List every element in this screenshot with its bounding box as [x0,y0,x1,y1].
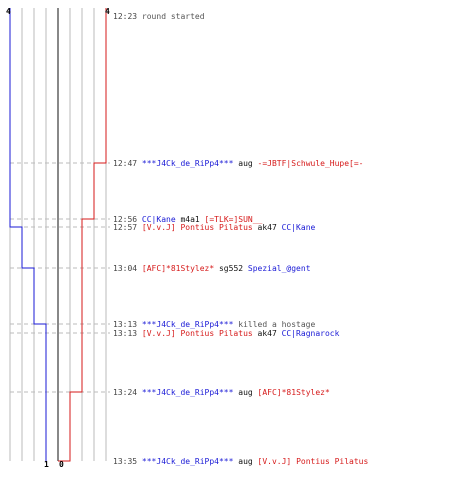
blue-player-name: ***J4Ck_de_RiPp4*** [141,159,234,168]
event-description: killed a hostage [233,320,316,329]
event-row: 12:57 [V.v.J] Pontius Pilatus ak47 CC|Ka… [113,223,315,232]
weapon-name: ak47 [252,223,282,232]
event-time: 13:24 [113,388,138,397]
blue-player-name: ***J4Ck_de_RiPp4*** [141,320,234,329]
red-team-alive-line [58,8,107,462]
event-row: 13:04 [AFC]*81Stylez* sg552 Spezial_@gen… [113,264,311,273]
blue-player-name: CC|Kane [141,215,176,224]
blue-team-start-count: 4 [6,7,11,16]
event-time: 13:13 [113,329,138,338]
red-player-name: [V.v.J] Pontius Pilatus [141,329,253,338]
event-time: 13:13 [113,320,138,329]
event-row: 12:23 round started [113,12,205,21]
blue-team-alive-line [9,8,47,461]
red-player-name: [AFC]*81Stylez* [257,388,330,397]
red-team-end-count: 0 [59,460,64,469]
red-player-name: [V.v.J] Pontius Pilatus [257,457,369,466]
red-player-name: [AFC]*81Stylez* [141,264,215,273]
event-row: 13:13 [V.v.J] Pontius Pilatus ak47 CC|Ra… [113,329,339,338]
event-time: 12:23 [113,12,138,21]
event-row: 13:13 ***J4Ck_de_RiPp4*** killed a hosta… [113,320,315,329]
blue-player-name: Spezial_@gent [247,264,311,273]
weapon-name: aug [233,159,258,168]
blue-player-name: CC|Ragnarock [281,329,340,338]
blue-player-name: ***J4Ck_de_RiPp4*** [141,457,234,466]
weapon-name: ak47 [252,329,282,338]
event-time: 13:04 [113,264,138,273]
blue-team-end-count: 1 [44,460,49,469]
event-row: 12:56 CC|Kane m4a1 [=TLK=]SUN__ [113,215,262,224]
red-player-name: [=TLK=]SUN__ [204,215,263,224]
red-team-start-count: 4 [105,7,110,16]
event-time: 12:57 [113,223,138,232]
player-count-grid [9,8,107,461]
weapon-name: aug [233,388,258,397]
blue-player-name: CC|Kane [281,223,316,232]
event-time: 12:47 [113,159,138,168]
event-description: round started [141,12,205,21]
weapon-name: aug [233,457,258,466]
event-time: 13:35 [113,457,138,466]
event-time: 12:56 [113,215,138,224]
weapon-name: m4a1 [175,215,205,224]
blue-player-name: ***J4Ck_de_RiPp4*** [141,388,234,397]
event-row: 13:24 ***J4Ck_de_RiPp4*** aug [AFC]*81St… [113,388,330,397]
red-player-name: [V.v.J] Pontius Pilatus [141,223,253,232]
red-player-name: -=JBTF|Schwule_Hupe[=- [257,159,364,168]
event-guide-lines [10,162,110,393]
event-row: 12:47 ***J4Ck_de_RiPp4*** aug -=JBTF|Sch… [113,159,364,168]
weapon-name: sg552 [214,264,248,273]
event-row: 13:35 ***J4Ck_de_RiPp4*** aug [V.v.J] Po… [113,457,368,466]
